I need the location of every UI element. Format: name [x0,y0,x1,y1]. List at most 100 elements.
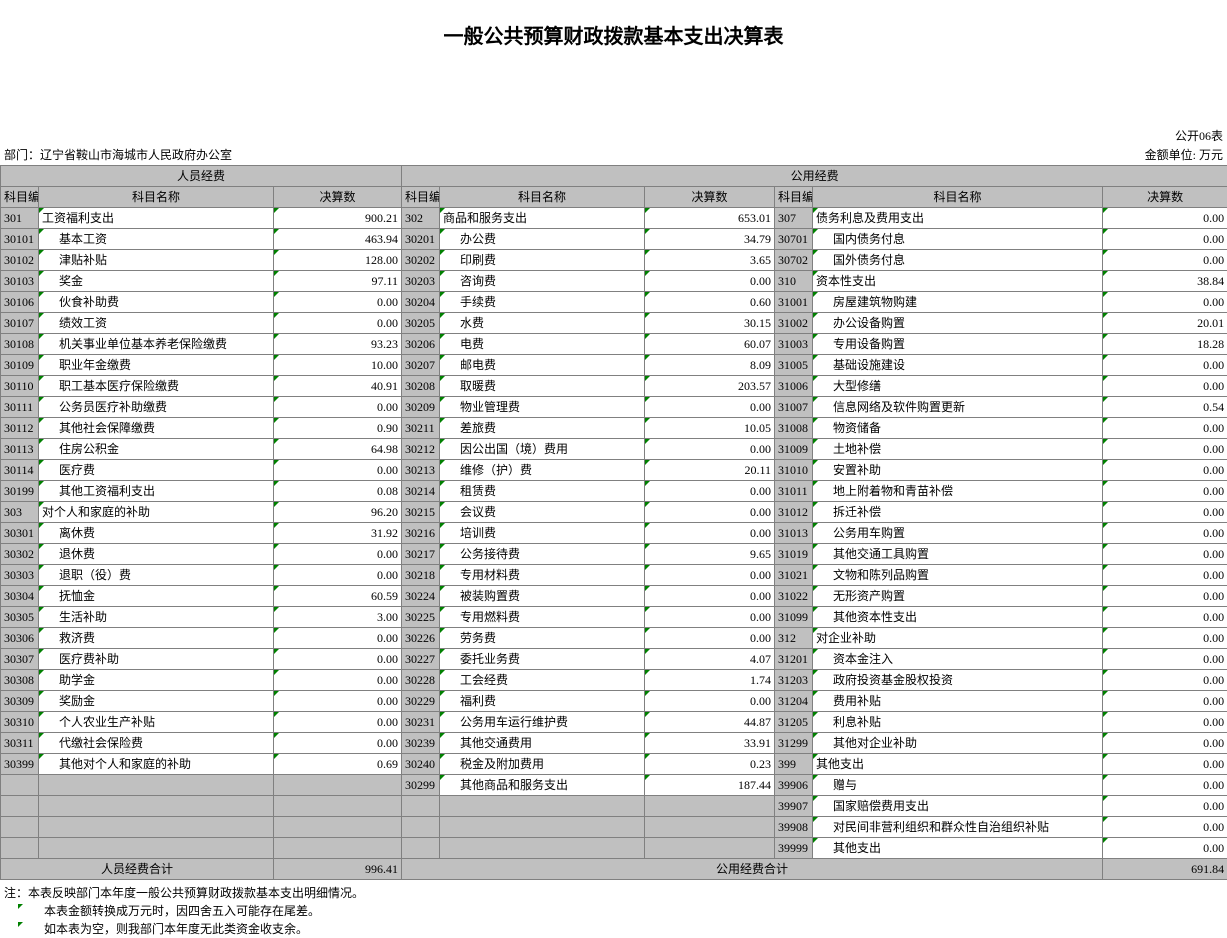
table-cell: 307 [775,208,813,229]
table-row: 39908对民间非营利组织和群众性自治组织补贴0.00 [1,817,1227,838]
table-cell [39,796,274,817]
table-cell: 30202 [402,250,440,271]
table-cell: 维修（护）费 [440,460,645,481]
table-cell: 土地补偿 [813,439,1103,460]
table-cell: 0.00 [1103,628,1227,649]
table-row: 301工资福利支出900.21302商品和服务支出653.01307债务利息及费… [1,208,1227,229]
table-cell: 30304 [1,586,39,607]
table-row: 30310个人农业生产补贴0.0030231公务用车运行维护费44.873120… [1,712,1227,733]
table-cell: 会议费 [440,502,645,523]
table-cell: 0.00 [1103,208,1227,229]
table-cell: 公务用车运行维护费 [440,712,645,733]
table-cell: 30110 [1,376,39,397]
table-cell: 30206 [402,334,440,355]
table-row: 30302退休费0.0030217公务接待费9.6531019其他交通工具购置0… [1,544,1227,565]
table-cell: 奖金 [39,271,274,292]
table-cell: 1.74 [645,670,775,691]
table-cell: 18.28 [1103,334,1227,355]
table-row: 30309奖励金0.0030229福利费0.0031204费用补贴0.00 [1,691,1227,712]
table-cell: 30311 [1,733,39,754]
table-cell: 利息补贴 [813,712,1103,733]
table-cell: 31007 [775,397,813,418]
table-cell: 39999 [775,838,813,859]
table-cell: 邮电费 [440,355,645,376]
table-cell: 其他社会保障缴费 [39,418,274,439]
table-cell: 187.44 [645,775,775,796]
table-cell [1,775,39,796]
table-cell: 128.00 [274,250,402,271]
table-cell: 救济费 [39,628,274,649]
table-cell: 10.00 [274,355,402,376]
table-cell: 30227 [402,649,440,670]
table-cell: 30106 [1,292,39,313]
table-cell: 物业管理费 [440,397,645,418]
table-cell: 30201 [402,229,440,250]
table-cell: 9.65 [645,544,775,565]
table-cell: 30209 [402,397,440,418]
table-cell: 0.00 [1103,523,1227,544]
table-cell: 0.00 [1103,733,1227,754]
table-row: 303对个人和家庭的补助96.2030215会议费0.0031012拆迁补偿0.… [1,502,1227,523]
table-cell: 30240 [402,754,440,775]
table-cell: 费用补贴 [813,691,1103,712]
table-cell: 0.00 [274,670,402,691]
table-cell: 物资储备 [813,418,1103,439]
table-cell: 93.23 [274,334,402,355]
table-cell: 20.11 [645,460,775,481]
table-cell: 0.00 [1103,670,1227,691]
table-row: 39907国家赔偿费用支出0.00 [1,796,1227,817]
table-cell: 39906 [775,775,813,796]
table-cell: 30212 [402,439,440,460]
table-cell: 0.00 [1103,775,1227,796]
table-cell: 拆迁补偿 [813,502,1103,523]
table-cell [1,796,39,817]
table-cell: 公务接待费 [440,544,645,565]
table-cell: 对民间非营利组织和群众性自治组织补贴 [813,817,1103,838]
table-cell: 0.69 [274,754,402,775]
table-row: 30109职业年金缴费10.0030207邮电费8.0931005基础设施建设0… [1,355,1227,376]
table-cell [274,796,402,817]
table-cell: 31002 [775,313,813,334]
table-row: 30305生活补助3.0030225专用燃料费0.0031099其他资本性支出0… [1,607,1227,628]
table-cell: 30228 [402,670,440,691]
table-cell: 办公设备购置 [813,313,1103,334]
table-cell: 30308 [1,670,39,691]
table-cell: 0.23 [645,754,775,775]
table-cell: 无形资产购置 [813,586,1103,607]
table-cell: 0.00 [645,271,775,292]
table-cell: 奖励金 [39,691,274,712]
table-cell: 31205 [775,712,813,733]
table-cell: 水费 [440,313,645,334]
table-cell: 310 [775,271,813,292]
table-cell: 31019 [775,544,813,565]
table-cell: 文物和陈列品购置 [813,565,1103,586]
table-cell: 租赁费 [440,481,645,502]
table-cell: 463.94 [274,229,402,250]
table-cell: 职工基本医疗保险缴费 [39,376,274,397]
table-cell: 大型修缮 [813,376,1103,397]
table-cell: 0.00 [645,565,775,586]
table-cell: 31012 [775,502,813,523]
table-cell: 0.60 [645,292,775,313]
table-cell: 0.00 [274,544,402,565]
table-row: 30311代缴社会保险费0.0030239其他交通费用33.9131299其他对… [1,733,1227,754]
table-cell: 专用设备购置 [813,334,1103,355]
table-cell: 0.08 [274,481,402,502]
table-cell [645,838,775,859]
table-row: 30103奖金97.1130203咨询费0.00310资本性支出38.84 [1,271,1227,292]
table-cell: 印刷费 [440,250,645,271]
table-cell: 0.00 [645,523,775,544]
table-cell: 咨询费 [440,271,645,292]
table-cell: 3.65 [645,250,775,271]
table-cell: 30112 [1,418,39,439]
table-cell: 0.00 [1103,565,1227,586]
table-cell: 301 [1,208,39,229]
table-cell: 退职（役）费 [39,565,274,586]
table-cell: 30213 [402,460,440,481]
table-cell: 0.00 [1103,586,1227,607]
table-cell: 工会经费 [440,670,645,691]
table-cell: 31204 [775,691,813,712]
header-amount: 决算数 [1103,187,1227,208]
table-cell: 30114 [1,460,39,481]
table-cell: 手续费 [440,292,645,313]
